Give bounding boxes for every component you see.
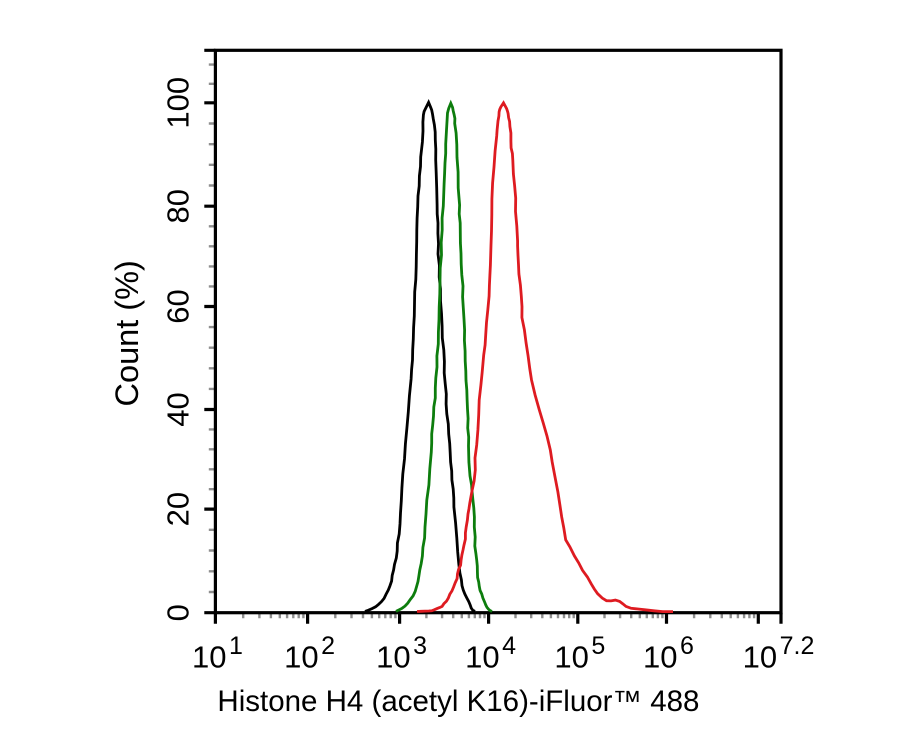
svg-text:20: 20 xyxy=(160,492,195,526)
svg-text:Histone H4 (acetyl K16)-iFluor: Histone H4 (acetyl K16)-iFluor™ 488 xyxy=(217,685,699,718)
svg-text:80: 80 xyxy=(160,189,195,223)
svg-text:40: 40 xyxy=(160,392,195,426)
svg-text:101: 10 1 xyxy=(192,632,243,675)
svg-text:Count (%): Count (%) xyxy=(109,260,145,406)
svg-text:60: 60 xyxy=(160,289,195,323)
svg-text:0: 0 xyxy=(160,604,195,621)
svg-text:100: 100 xyxy=(160,77,195,129)
svg-text:105: 10 5 xyxy=(554,632,605,675)
